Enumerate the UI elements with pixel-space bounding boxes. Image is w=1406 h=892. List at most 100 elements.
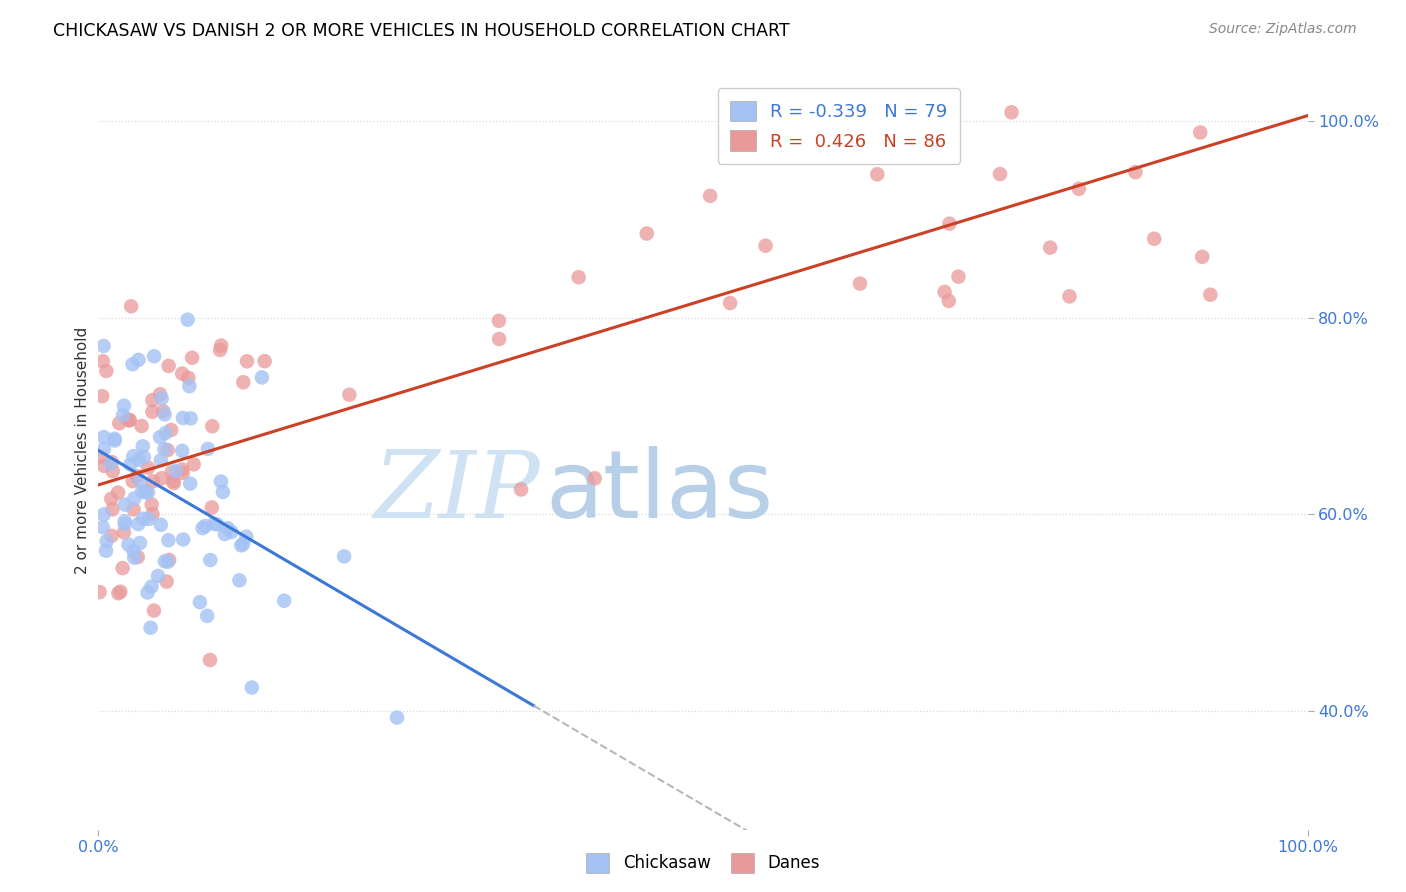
- Point: [240, 681, 263, 695]
- Point: [755, 238, 778, 252]
- Point: [122, 550, 145, 565]
- Point: [114, 517, 136, 532]
- Point: [112, 409, 135, 423]
- Point: [188, 595, 211, 609]
- Point: [132, 450, 155, 465]
- Point: [100, 457, 122, 471]
- Point: [782, 121, 804, 136]
- Point: [112, 525, 135, 540]
- Point: [191, 521, 214, 535]
- Point: [100, 529, 122, 543]
- Point: [162, 475, 184, 489]
- Point: [201, 419, 224, 434]
- Point: [1067, 182, 1090, 196]
- Point: [117, 538, 139, 552]
- Point: [172, 466, 194, 480]
- Point: [1191, 250, 1213, 264]
- Point: [142, 475, 165, 489]
- Point: [583, 471, 606, 485]
- Point: [89, 585, 111, 599]
- Point: [128, 474, 150, 488]
- Point: [104, 434, 127, 448]
- Point: [236, 354, 259, 368]
- Point: [101, 502, 124, 516]
- Point: [228, 574, 250, 588]
- Point: [149, 517, 172, 532]
- Point: [636, 227, 658, 241]
- Point: [146, 569, 169, 583]
- Point: [988, 167, 1011, 181]
- Point: [221, 524, 243, 539]
- Point: [488, 314, 510, 328]
- Point: [194, 519, 217, 533]
- Point: [201, 500, 224, 515]
- Point: [200, 553, 222, 567]
- Point: [866, 167, 889, 181]
- Point: [157, 533, 180, 548]
- Point: [100, 491, 122, 506]
- Point: [94, 543, 117, 558]
- Point: [510, 483, 533, 497]
- Point: [718, 296, 741, 310]
- Point: [699, 189, 721, 203]
- Point: [934, 285, 956, 299]
- Point: [141, 498, 163, 512]
- Point: [101, 455, 124, 469]
- Point: [149, 453, 172, 467]
- Point: [208, 343, 231, 357]
- Point: [1143, 232, 1166, 246]
- Point: [157, 359, 180, 373]
- Point: [107, 586, 129, 600]
- Point: [93, 442, 115, 456]
- Point: [150, 471, 173, 485]
- Point: [172, 533, 194, 547]
- Point: [142, 604, 165, 618]
- Point: [179, 476, 201, 491]
- Point: [93, 458, 115, 473]
- Point: [217, 521, 239, 535]
- Point: [120, 458, 142, 472]
- Point: [849, 277, 872, 291]
- Point: [138, 512, 160, 526]
- Point: [1199, 287, 1222, 301]
- Point: [135, 484, 157, 499]
- Point: [101, 464, 124, 478]
- Point: [141, 507, 163, 521]
- Point: [91, 354, 114, 368]
- Point: [90, 450, 112, 464]
- Point: [125, 469, 148, 483]
- Point: [172, 462, 194, 476]
- Point: [136, 460, 159, 475]
- Point: [172, 367, 194, 381]
- Point: [124, 491, 146, 506]
- Text: ZIP: ZIP: [373, 447, 540, 537]
- Point: [948, 269, 970, 284]
- Point: [122, 449, 145, 463]
- Point: [93, 339, 115, 353]
- Point: [136, 485, 159, 500]
- Point: [132, 439, 155, 453]
- Point: [150, 392, 173, 406]
- Point: [209, 338, 232, 352]
- Point: [232, 376, 254, 390]
- Point: [273, 593, 295, 607]
- Point: [176, 312, 198, 326]
- Point: [114, 498, 136, 512]
- Point: [134, 485, 156, 500]
- Point: [938, 293, 960, 308]
- Point: [149, 387, 172, 401]
- Point: [141, 393, 163, 408]
- Point: [141, 580, 163, 594]
- Point: [385, 710, 408, 724]
- Point: [172, 411, 194, 425]
- Point: [107, 485, 129, 500]
- Point: [205, 517, 228, 532]
- Point: [1059, 289, 1081, 303]
- Point: [131, 419, 153, 434]
- Point: [156, 555, 179, 569]
- Point: [103, 432, 125, 446]
- Point: [121, 357, 143, 371]
- Point: [938, 217, 960, 231]
- Point: [128, 453, 150, 467]
- Point: [117, 412, 139, 426]
